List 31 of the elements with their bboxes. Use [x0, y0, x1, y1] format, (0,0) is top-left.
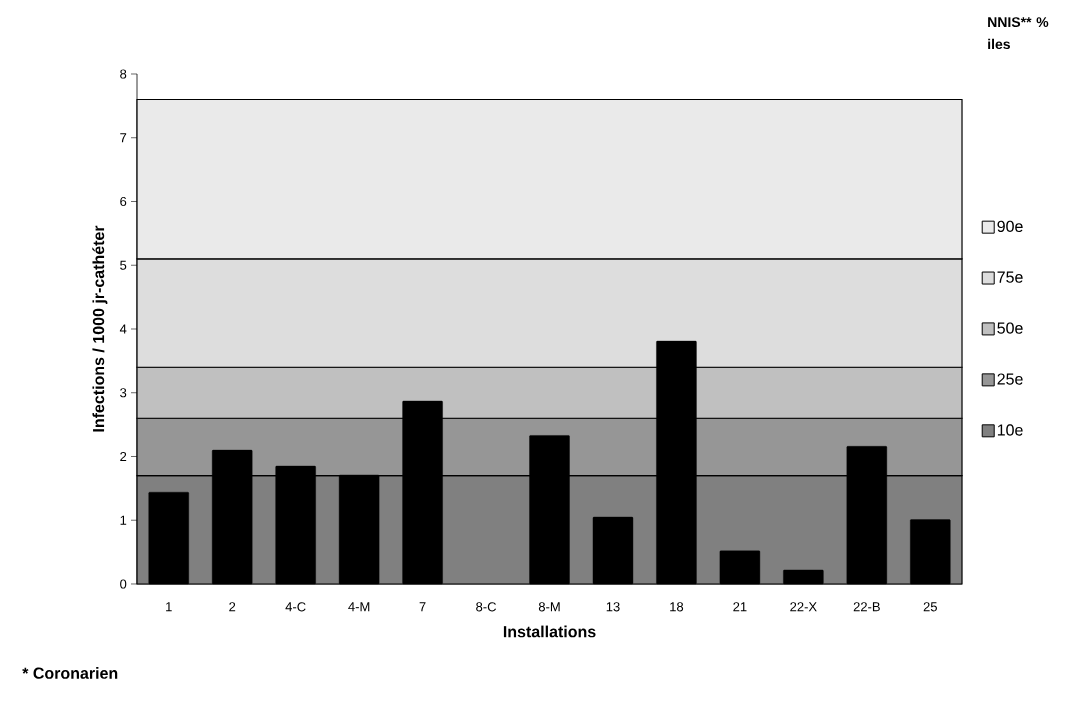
y-tick-label: 5 — [120, 260, 127, 270]
x-tick-label: 1 — [166, 602, 172, 612]
y-tick-label: 4 — [119, 324, 127, 334]
x-tick-label: 4-M — [348, 602, 370, 612]
band-label: 75e — [997, 271, 1023, 283]
x-tick-label: 21 — [733, 602, 747, 612]
x-tick-label: 8-C — [476, 602, 497, 612]
x-tick-label: 2 — [229, 602, 236, 612]
x-tick-label: 8-M — [538, 602, 560, 612]
y-tick-label: 0 — [120, 579, 127, 589]
x-axis-title: Installations — [503, 625, 596, 638]
x-tick-label: 13 — [606, 602, 620, 612]
legend-label: 25e — [997, 373, 1023, 385]
legend-label: 10e — [997, 424, 1023, 436]
y-axis-title: Infections / 1000 jr-cathéter — [92, 225, 108, 432]
text: * Coronarien — [22, 667, 118, 679]
x-tick-label: 25 — [923, 602, 937, 612]
legend-title: NNIS** % iles — [988, 17, 1049, 50]
x-tick-label: 22-B — [853, 602, 880, 612]
y-tick-label: 7 — [120, 133, 127, 143]
x-tick-label: 18 — [670, 602, 684, 612]
y-tick-label: 3 — [120, 388, 127, 398]
band-label: 90e — [997, 220, 1023, 232]
y-tick-label: 6 — [120, 196, 127, 207]
x-tick-label: 22-X — [790, 602, 817, 612]
y-tick-label: 8 — [120, 69, 127, 79]
legend-label: 50e — [997, 322, 1023, 334]
x-tick-label: 7 — [419, 602, 426, 612]
y-tick-label: 2 — [120, 451, 127, 462]
x-tick-label: 4-C — [285, 602, 306, 612]
y-tick-label: 1 — [120, 515, 127, 525]
